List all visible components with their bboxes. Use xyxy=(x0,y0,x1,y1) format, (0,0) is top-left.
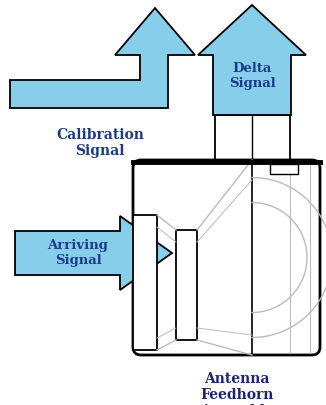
Polygon shape xyxy=(198,5,306,115)
Text: Calibration
Signal: Calibration Signal xyxy=(56,128,144,158)
Bar xyxy=(215,115,290,162)
Polygon shape xyxy=(10,8,195,108)
Text: Antenna
Feedhorn
Assembly: Antenna Feedhorn Assembly xyxy=(200,372,274,405)
Bar xyxy=(270,164,298,174)
Polygon shape xyxy=(15,216,172,290)
Bar xyxy=(176,230,197,340)
Bar xyxy=(133,215,157,350)
Text: Delta
Signal: Delta Signal xyxy=(229,62,275,90)
FancyBboxPatch shape xyxy=(133,160,320,355)
Text: Arriving
Signal: Arriving Signal xyxy=(48,239,109,267)
